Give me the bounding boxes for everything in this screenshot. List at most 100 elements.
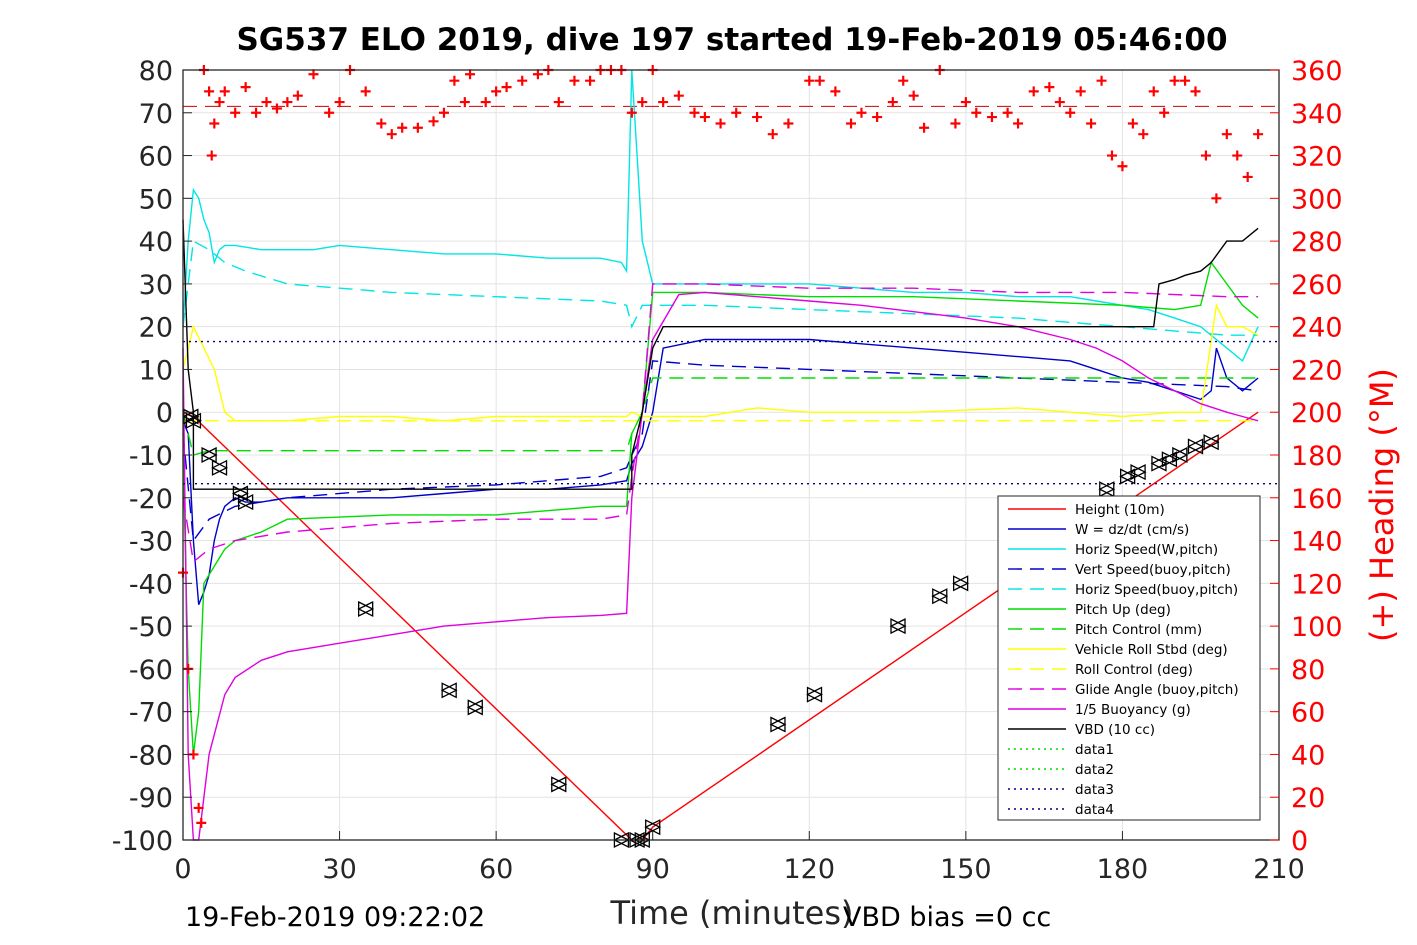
heading-point [271, 103, 282, 114]
heading-point [846, 118, 857, 129]
legend-entry: Horiz Speed(buoy,pitch) [1075, 582, 1238, 598]
series-horiz-speed-w-pitch [182, 69, 1259, 363]
legend-entry: data1 [1075, 742, 1114, 758]
y-right-tick-label: 180 [1291, 441, 1343, 472]
heading-point [465, 69, 476, 80]
heading-point [986, 112, 997, 123]
y-tick-label: -20 [129, 484, 173, 515]
dive-marker [1129, 464, 1146, 481]
x-tick-label: 180 [1097, 854, 1149, 885]
series-pitch-up-deg [182, 260, 1259, 755]
y-tick-label: -60 [129, 655, 173, 686]
y-tick-label: 70 [139, 99, 173, 130]
heading-point [1169, 75, 1180, 86]
heading-point [919, 122, 930, 133]
y-right-tick-label: 220 [1291, 355, 1343, 386]
legend-entry: 1/5 Buoyancy (g) [1075, 702, 1191, 718]
y-tick-label: -10 [129, 441, 173, 472]
heading-point [334, 97, 345, 108]
heading-point [219, 86, 230, 97]
dive-marker [644, 819, 661, 836]
x-tick-label: 60 [479, 854, 513, 885]
heading-point [1013, 118, 1024, 129]
x-tick-label: 90 [636, 854, 670, 885]
heading-point [1211, 193, 1222, 204]
series-pitch-control-mm [182, 377, 1259, 456]
heading-layer [178, 65, 1264, 828]
heading-point [397, 122, 408, 133]
heading-point [1253, 129, 1264, 140]
y-tick-label: 80 [139, 56, 173, 87]
legend-entry: Vehicle Roll Stbd (deg) [1075, 642, 1228, 658]
legend-entry: Roll Control (deg) [1075, 662, 1193, 678]
heading-point [626, 107, 637, 118]
heading-point [908, 90, 919, 101]
heading-point [1242, 171, 1253, 182]
heading-point [292, 90, 303, 101]
heading-point [814, 75, 825, 86]
heading-point [1180, 75, 1191, 86]
heading-point [1002, 107, 1013, 118]
y-right-tick-label: 140 [1291, 527, 1343, 558]
series-glide-angle-buoy-pitch [182, 283, 1259, 564]
dive-marker [357, 600, 374, 618]
y-tick-label: -30 [129, 527, 173, 558]
heading-point [193, 802, 204, 813]
y-right-tick-label: 300 [1291, 184, 1343, 215]
heading-point [637, 97, 648, 108]
heading-point [1054, 97, 1065, 108]
legend-entry: Glide Angle (buoy,pitch) [1075, 682, 1239, 698]
legend-entry: W = dz/dt (cm/s) [1075, 522, 1189, 538]
dive-marker [1202, 434, 1219, 451]
x-tick-label: 30 [322, 854, 356, 885]
heading-point [804, 75, 815, 86]
dive-marker [211, 459, 228, 476]
legend-entry: Vert Speed(buoy,pitch) [1075, 562, 1231, 578]
legend: Height (10m) W = dz/dt (cm/s) Horiz Speed(… [997, 495, 1261, 821]
dive-marker [466, 699, 483, 716]
heading-point [1044, 82, 1055, 93]
legend-entry: VBD (10 cc) [1075, 722, 1155, 738]
heading-point [971, 107, 982, 118]
legend-entry: Pitch Control (mm) [1075, 622, 1202, 638]
series-layer [182, 69, 1279, 841]
heading-point [960, 97, 971, 108]
heading-point [1159, 107, 1170, 118]
heading-point [214, 97, 225, 108]
heading-point [491, 86, 502, 97]
y-right-tick-label: 320 [1291, 142, 1343, 173]
heading-point [428, 116, 439, 127]
y-right-tick-label: 280 [1291, 227, 1343, 258]
dive-marker [1150, 455, 1167, 472]
x-axis-label: Time (minutes) [610, 894, 854, 932]
heading-point [752, 112, 763, 123]
dive-marker [1187, 438, 1204, 455]
heading-point [459, 97, 470, 108]
heading-point [731, 107, 742, 118]
heading-point [230, 107, 241, 118]
heading-point [1221, 129, 1232, 140]
dive-marker [931, 588, 948, 605]
heading-point [1138, 129, 1149, 140]
y-tick-label: 50 [139, 184, 173, 215]
y-right-tick-label: 40 [1291, 740, 1325, 771]
dive-marker [184, 412, 202, 429]
legend-entry: data4 [1075, 802, 1114, 818]
heading-point [856, 107, 867, 118]
heading-point [324, 107, 335, 118]
dive-marker [769, 716, 786, 733]
dive-marker [200, 446, 217, 464]
heading-point [658, 97, 669, 108]
dive-marker [1171, 446, 1188, 464]
right-axis: 0 20 40 60 80 100 120 140 160 180 200 220 240 260 280 3… [1270, 56, 1343, 857]
dive-marker [952, 575, 969, 592]
x-tick-label: 0 [174, 854, 191, 885]
heading-point [376, 118, 387, 129]
dive-marker [1160, 451, 1178, 468]
dive-marker [231, 485, 249, 502]
x-tick-label: 120 [784, 854, 836, 885]
dive-marker [806, 686, 823, 703]
heading-point [1106, 150, 1117, 161]
y-right-tick-label: 260 [1291, 270, 1343, 301]
heading-point [1075, 86, 1086, 97]
